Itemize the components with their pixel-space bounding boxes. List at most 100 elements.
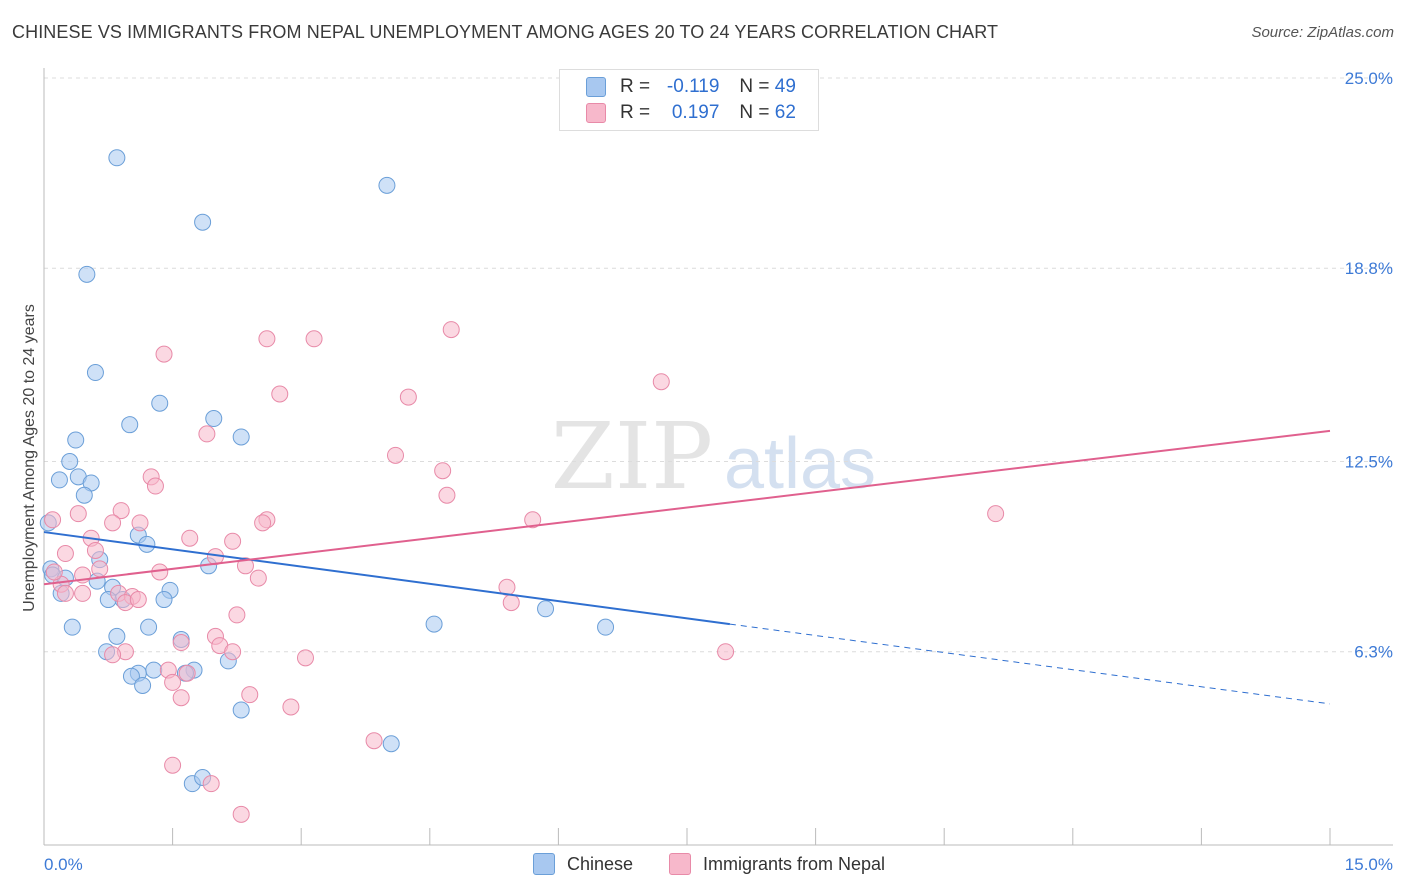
point-nepal (387, 446, 405, 464)
point-nepal (202, 775, 220, 793)
point-nepal (365, 732, 383, 750)
point-nepal (305, 330, 323, 348)
point-chinese (145, 661, 163, 679)
point-chinese (597, 618, 615, 636)
point-nepal (249, 569, 267, 587)
point-nepal (282, 698, 300, 716)
legend-r-label: R = (620, 102, 651, 123)
point-chinese (205, 410, 223, 428)
point-nepal (524, 511, 542, 529)
point-nepal (987, 505, 1005, 523)
point-chinese (50, 471, 68, 489)
point-nepal (164, 756, 182, 774)
point-nepal (74, 584, 92, 602)
point-nepal (69, 505, 87, 523)
point-chinese (63, 618, 81, 636)
point-nepal (442, 321, 460, 339)
point-chinese (194, 213, 212, 231)
point-chinese (140, 618, 158, 636)
point-chinese (75, 486, 93, 504)
trendline-chinese (43, 531, 730, 626)
y-tick-label: 25.0% (1345, 69, 1393, 88)
bottom-legend-nepal: Immigrants from Nepal (669, 852, 885, 876)
point-nepal (181, 529, 199, 547)
point-nepal (241, 686, 259, 704)
legend-n-value-nepal: 62 (774, 102, 796, 123)
point-chinese (232, 701, 250, 719)
point-nepal (232, 805, 250, 823)
legend-r-value-nepal: 0.197 (671, 102, 720, 123)
point-nepal (86, 541, 104, 559)
bottom-legend-chinese: Chinese (533, 852, 633, 876)
point-chinese (108, 149, 126, 167)
legend-n-value-chinese: 49 (774, 76, 796, 97)
point-nepal (198, 425, 216, 443)
watermark-atlas: atlas (724, 424, 876, 504)
legend-row-chinese: R = -0.119 N = 49 (586, 75, 796, 99)
point-nepal (717, 643, 735, 661)
legend-n-label: N = (739, 76, 770, 97)
point-nepal (129, 591, 147, 609)
point-nepal (502, 594, 520, 612)
point-nepal (258, 330, 276, 348)
legend-r-value-chinese: -0.119 (666, 76, 720, 97)
point-chinese (61, 453, 79, 470)
point-nepal (224, 643, 242, 661)
legend-row-nepal: R = 0.197 N = 62 (586, 101, 796, 125)
point-chinese (155, 591, 173, 609)
x-tick-label: 15.0% (1345, 855, 1393, 874)
point-nepal (45, 563, 63, 581)
point-nepal (164, 673, 182, 691)
point-chinese (108, 627, 126, 645)
point-chinese (151, 394, 169, 412)
point-chinese (232, 428, 250, 446)
point-nepal (172, 689, 190, 707)
point-nepal (146, 477, 164, 495)
source-label: Source: ZipAtlas.com (1251, 24, 1394, 41)
legend-r-label: R = (620, 76, 651, 97)
y-tick-label: 18.8% (1345, 259, 1393, 278)
point-nepal (112, 502, 130, 520)
point-nepal (399, 388, 417, 406)
bottom-legend-swatch-nepal (669, 853, 691, 875)
point-chinese (122, 667, 140, 685)
x-tick-label: 0.0% (44, 855, 83, 874)
point-nepal (131, 514, 149, 532)
point-nepal (44, 511, 62, 529)
point-chinese (134, 676, 152, 694)
point-nepal (434, 462, 452, 480)
point-nepal (236, 557, 254, 575)
bottom-legend-label-nepal: Immigrants from Nepal (703, 853, 886, 874)
legend-swatch-nepal (586, 103, 606, 123)
point-nepal (91, 560, 109, 578)
point-chinese (378, 176, 396, 194)
point-chinese (121, 416, 139, 434)
trendline-extension-chinese (729, 623, 1331, 705)
y-tick-label: 6.3% (1354, 643, 1393, 662)
point-nepal (254, 514, 272, 532)
bottom-legend-swatch-chinese (533, 853, 555, 875)
point-nepal (498, 578, 516, 596)
point-chinese (425, 615, 443, 633)
point-nepal (172, 634, 190, 652)
point-nepal (228, 606, 246, 624)
point-nepal (104, 646, 122, 664)
point-nepal (438, 486, 456, 504)
watermark-zip: ZIP (551, 403, 713, 510)
legend: R = -0.119 N = 49 R = 0.197 N = 62 (559, 69, 819, 131)
point-chinese (537, 600, 555, 618)
y-tick-label: 12.5% (1345, 453, 1393, 472)
chart-title: CHINESE VS IMMIGRANTS FROM NEPAL UNEMPLO… (12, 22, 999, 42)
point-nepal (56, 584, 74, 602)
bottom-legend-label-chinese: Chinese (567, 853, 634, 874)
point-nepal (652, 373, 670, 391)
point-nepal (296, 649, 314, 667)
point-nepal (178, 664, 196, 682)
point-nepal (271, 385, 289, 403)
point-chinese (78, 265, 96, 283)
point-nepal (155, 345, 173, 363)
point-nepal (56, 545, 74, 563)
point-chinese (382, 735, 400, 753)
point-nepal (104, 514, 122, 532)
